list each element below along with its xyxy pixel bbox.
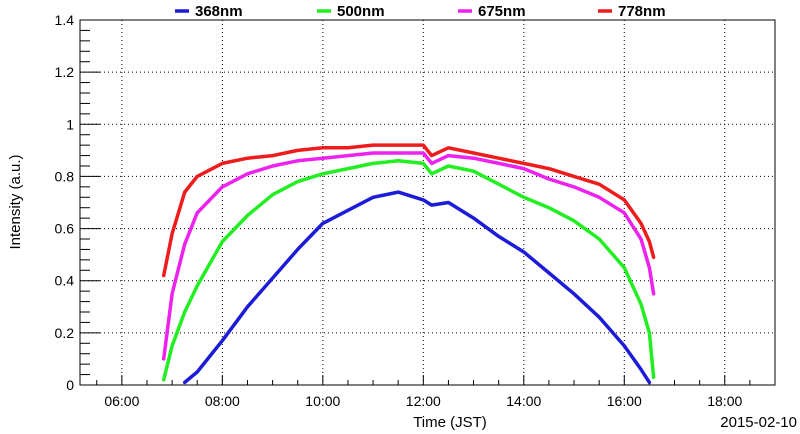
y-tick-label: 0.6	[55, 221, 75, 237]
series-layer	[161, 143, 656, 385]
series-line-500nm	[161, 159, 656, 382]
x-axis-label: Time (JST)	[413, 414, 487, 431]
x-tick-label: 08:00	[205, 393, 240, 409]
y-tick-label: 0.8	[55, 168, 75, 184]
y-tick-label: 1.2	[55, 64, 75, 80]
series-line-675nm	[161, 151, 656, 361]
legend: 368nm 500nm 675nm 778nm	[175, 3, 666, 20]
x-tick-label: 14:00	[506, 393, 541, 409]
legend-label-675nm: 675nm	[478, 3, 526, 20]
legend-label-368nm: 368nm	[195, 3, 243, 20]
legend-label-778nm: 778nm	[618, 3, 666, 20]
series-line-778nm	[161, 143, 656, 278]
y-tick-label: 0	[66, 377, 74, 393]
date-label: 2015-02-10	[720, 414, 797, 431]
legend-label-500nm: 500nm	[337, 3, 385, 20]
x-tick-label: 16:00	[607, 393, 642, 409]
y-tick-label: 1	[66, 116, 74, 132]
y-axis-label: Intensity (a.u.)	[7, 154, 24, 249]
axis-layer: 06:00 08:00 10:00 12:00 14:00 16:00 18:00 0 0.2 0…	[55, 12, 776, 409]
x-tick-label: 12:00	[406, 393, 441, 409]
y-tick-label: 0.4	[55, 273, 75, 289]
y-tick-label: 1.4	[55, 12, 75, 28]
x-tick-label: 10:00	[305, 393, 340, 409]
series-line-368nm	[182, 190, 652, 385]
x-tick-label: 18:00	[707, 393, 742, 409]
y-tick-label: 0.2	[55, 325, 75, 341]
grid-layer	[80, 20, 775, 385]
x-tick-label: 06:00	[104, 393, 139, 409]
